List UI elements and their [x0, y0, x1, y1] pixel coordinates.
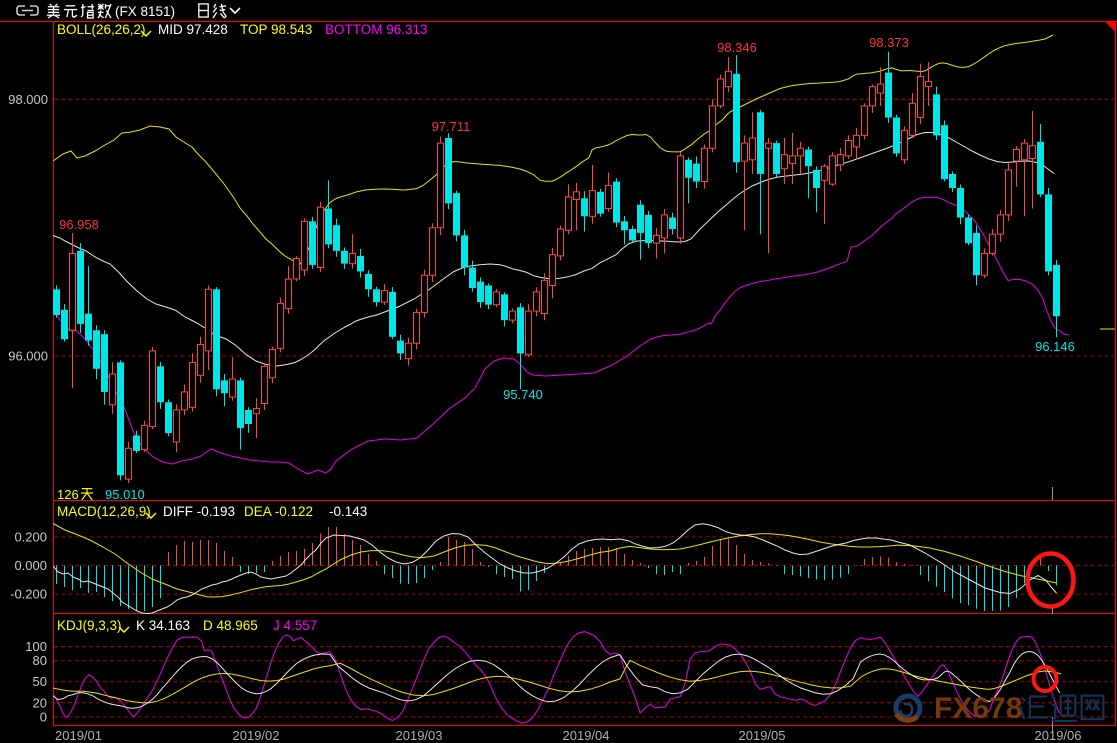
svg-text:0.200: 0.200 [14, 529, 47, 544]
svg-text:DEA -0.122: DEA -0.122 [244, 504, 313, 519]
svg-text:KDJ(9,3,3): KDJ(9,3,3) [57, 618, 122, 633]
svg-text:-0.143: -0.143 [329, 504, 367, 519]
svg-text:96.146: 96.146 [1035, 339, 1075, 354]
svg-text:98.373: 98.373 [869, 35, 909, 50]
svg-text:MACD(12,26,9): MACD(12,26,9) [57, 504, 151, 519]
svg-text:20: 20 [33, 695, 47, 710]
svg-text:2019/02: 2019/02 [233, 728, 280, 743]
svg-text:50: 50 [33, 674, 47, 689]
svg-text:TOP 98.543: TOP 98.543 [240, 22, 312, 37]
svg-text:2019/03: 2019/03 [396, 728, 443, 743]
svg-text:100: 100 [25, 639, 47, 654]
svg-text:2019/06: 2019/06 [1035, 728, 1082, 743]
svg-text:98.346: 98.346 [717, 40, 757, 55]
svg-text:80: 80 [33, 653, 47, 668]
svg-text:D 48.965: D 48.965 [203, 618, 258, 633]
svg-text:95.740: 95.740 [503, 387, 543, 402]
svg-text:95.010: 95.010 [105, 487, 145, 502]
svg-text:2019/04: 2019/04 [563, 728, 610, 743]
svg-text:DIFF -0.193: DIFF -0.193 [163, 504, 235, 519]
svg-text:K 34.163: K 34.163 [136, 618, 190, 633]
svg-text:126: 126 [57, 487, 79, 502]
svg-text:97.711: 97.711 [432, 119, 471, 134]
svg-text:FX678: FX678 [934, 692, 1022, 725]
svg-text:2019/01: 2019/01 [55, 728, 102, 743]
svg-text:96.000: 96.000 [8, 349, 48, 364]
svg-text:-0.200: -0.200 [10, 587, 47, 602]
svg-text:0: 0 [40, 709, 47, 724]
svg-text:(FX 8151): (FX 8151) [115, 4, 175, 19]
svg-text:BOLL(26,26,2): BOLL(26,26,2) [57, 22, 146, 37]
svg-text:98.000: 98.000 [8, 92, 48, 107]
svg-text:96.958: 96.958 [59, 217, 99, 232]
svg-text:J 4.557: J 4.557 [273, 618, 317, 633]
svg-text:MID 97.428: MID 97.428 [158, 22, 228, 37]
svg-text:BOTTOM 96.313: BOTTOM 96.313 [325, 22, 428, 37]
svg-text:2019/05: 2019/05 [739, 728, 786, 743]
svg-text:0.000: 0.000 [14, 558, 47, 573]
